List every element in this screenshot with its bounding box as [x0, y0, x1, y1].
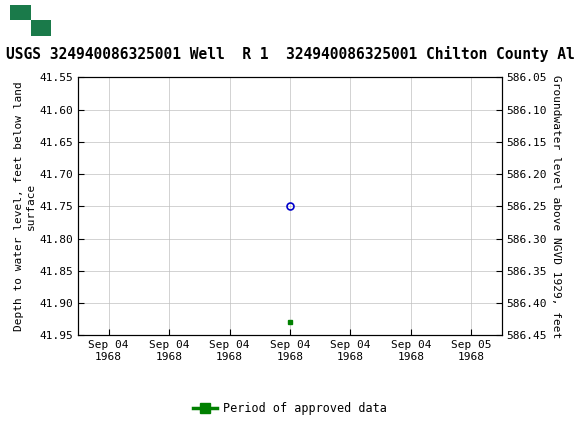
Y-axis label: Depth to water level, feet below land
surface: Depth to water level, feet below land su… — [14, 82, 35, 331]
Bar — [10, 20, 31, 36]
Bar — [10, 5, 31, 20]
Legend: Period of approved data: Period of approved data — [188, 397, 392, 420]
Bar — [31, 5, 51, 20]
Text: USGS 324940086325001 Well  R 1  324940086325001 Chilton County Al: USGS 324940086325001 Well R 1 3249400863… — [6, 46, 574, 62]
Bar — [10, 5, 51, 36]
Text: USGS: USGS — [61, 12, 116, 29]
Bar — [31, 20, 51, 36]
Y-axis label: Groundwater level above NGVD 1929, feet: Groundwater level above NGVD 1929, feet — [551, 75, 561, 338]
